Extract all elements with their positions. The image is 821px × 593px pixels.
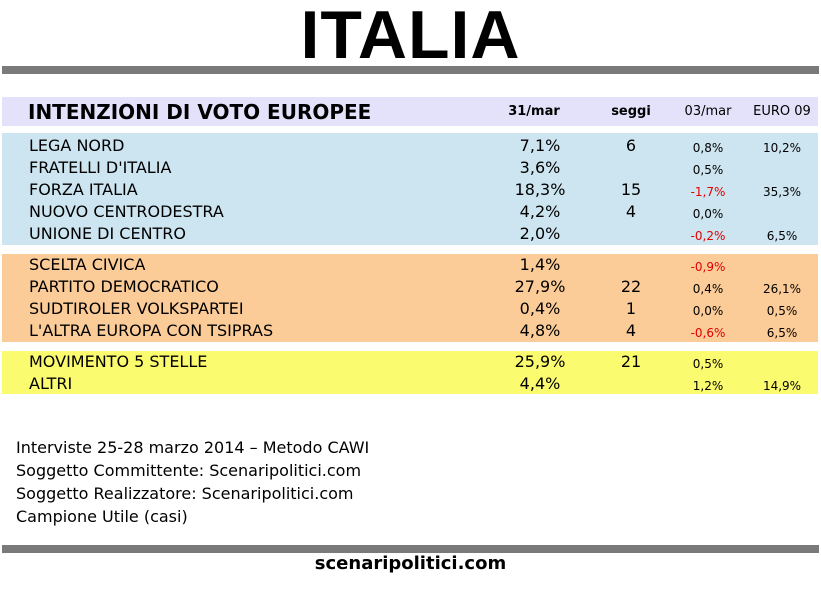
column-header-seats: seggi [611, 104, 651, 119]
note-sample: Campione Utile (casi) [16, 507, 188, 526]
vote-share: 4,2% [519, 202, 561, 221]
table-row: FRATELLI D'ITALIA 3,6% 0,5% [2, 157, 818, 179]
party-name: PARTITO DEMOCRATICO [29, 277, 219, 296]
change-vs-previous: -0,2% [690, 229, 726, 243]
party-name: LEGA NORD [29, 136, 125, 155]
table-row: NUOVO CENTRODESTRA 4,2% 4 0,0% [2, 201, 818, 223]
change-vs-previous: 1,2% [692, 379, 724, 393]
column-header-date: 31/mar [508, 104, 560, 119]
table-row: FORZA ITALIA 18,3% 15 -1,7% 35,3% [2, 179, 818, 201]
euro09-result: 26,1% [762, 282, 802, 296]
table-row: SCELTA CIVICA 1,4% -0,9% [2, 254, 818, 276]
party-name: SCELTA CIVICA [29, 255, 146, 274]
change-vs-previous: -1,7% [690, 185, 726, 199]
vote-share: 4,8% [519, 321, 561, 340]
change-vs-previous: 0,0% [692, 207, 724, 221]
seats: 15 [620, 180, 642, 199]
seats: 22 [620, 277, 642, 296]
euro09-result: 6,5% [766, 229, 798, 243]
euro09-result: 6,5% [766, 326, 798, 340]
party-name: NUOVO CENTRODESTRA [29, 202, 224, 221]
change-vs-previous: 0,8% [692, 141, 724, 155]
party-group-centrodestra: LEGA NORD 7,1% 6 0,8% 10,2% FRATELLI D'I… [2, 133, 818, 245]
survey-notes: Interviste 25-28 marzo 2014 – Metodo CAW… [16, 436, 369, 528]
party-name: UNIONE DI CENTRO [29, 224, 187, 243]
note-producer: Soggetto Realizzatore: Scenaripolitici.c… [16, 484, 354, 503]
seats: 4 [625, 321, 637, 340]
seats: 4 [625, 202, 637, 221]
party-name: FORZA ITALIA [29, 180, 138, 199]
change-vs-previous: -0,6% [690, 326, 726, 340]
vote-share: 18,3% [514, 180, 566, 199]
party-name: SUDTIROLER VOLKSPARTEI [29, 299, 244, 318]
party-name: MOVIMENTO 5 STELLE [29, 352, 208, 371]
table-title: INTENZIONI DI VOTO EUROPEE [28, 100, 372, 124]
vote-share: 3,6% [519, 158, 561, 177]
party-group-other: MOVIMENTO 5 STELLE 25,9% 21 0,5% ALTRI 4… [2, 351, 818, 394]
euro09-result: 35,3% [762, 185, 802, 199]
euro09-result: 14,9% [762, 379, 802, 393]
euro09-result: 10,2% [762, 141, 802, 155]
vote-share: 1,4% [519, 255, 561, 274]
note-interviews: Interviste 25-28 marzo 2014 – Metodo CAW… [16, 438, 370, 457]
page-title: ITALIA [300, 0, 521, 73]
vote-share: 2,0% [519, 224, 561, 243]
table-row: UNIONE DI CENTRO 2,0% -0,2% 6,5% [2, 223, 818, 245]
site-url: scenaripolitici.com [314, 553, 507, 574]
seats: 1 [625, 299, 637, 318]
party-name: FRATELLI D'ITALIA [29, 158, 172, 177]
table-row: L'ALTRA EUROPA CON TSIPRAS 4,8% 4 -0,6% … [2, 320, 818, 342]
euro09-result: 0,5% [766, 304, 798, 318]
change-vs-previous: 0,4% [692, 282, 724, 296]
top-divider [2, 66, 819, 74]
vote-share: 0,4% [519, 299, 561, 318]
table-row: MOVIMENTO 5 STELLE 25,9% 21 0,5% [2, 351, 818, 373]
column-header-euro09: EURO 09 [753, 104, 811, 119]
change-vs-previous: 0,5% [692, 163, 724, 177]
column-header-previous: 03/mar [684, 104, 732, 119]
table-header: INTENZIONI DI VOTO EUROPEE 31/mar seggi … [2, 97, 818, 126]
seats: 6 [625, 136, 637, 155]
party-name: L'ALTRA EUROPA CON TSIPRAS [29, 321, 274, 340]
table-row: LEGA NORD 7,1% 6 0,8% 10,2% [2, 135, 818, 157]
vote-share: 25,9% [514, 352, 566, 371]
change-vs-previous: -0,9% [690, 260, 726, 274]
change-vs-previous: 0,5% [692, 357, 724, 371]
party-name: ALTRI [29, 374, 73, 393]
vote-share: 4,4% [519, 374, 561, 393]
bottom-divider [2, 545, 819, 553]
party-group-centrosinistra: SCELTA CIVICA 1,4% -0,9% PARTITO DEMOCRA… [2, 254, 818, 342]
table-row: SUDTIROLER VOLKSPARTEI 0,4% 1 0,0% 0,5% [2, 298, 818, 320]
seats: 21 [620, 352, 642, 371]
vote-share: 7,1% [519, 136, 561, 155]
table-row: ALTRI 4,4% 1,2% 14,9% [2, 373, 818, 395]
table-row: PARTITO DEMOCRATICO 27,9% 22 0,4% 26,1% [2, 276, 818, 298]
change-vs-previous: 0,0% [692, 304, 724, 318]
note-commissioner: Soggetto Committente: Scenaripolitici.co… [16, 461, 362, 480]
vote-share: 27,9% [514, 277, 566, 296]
